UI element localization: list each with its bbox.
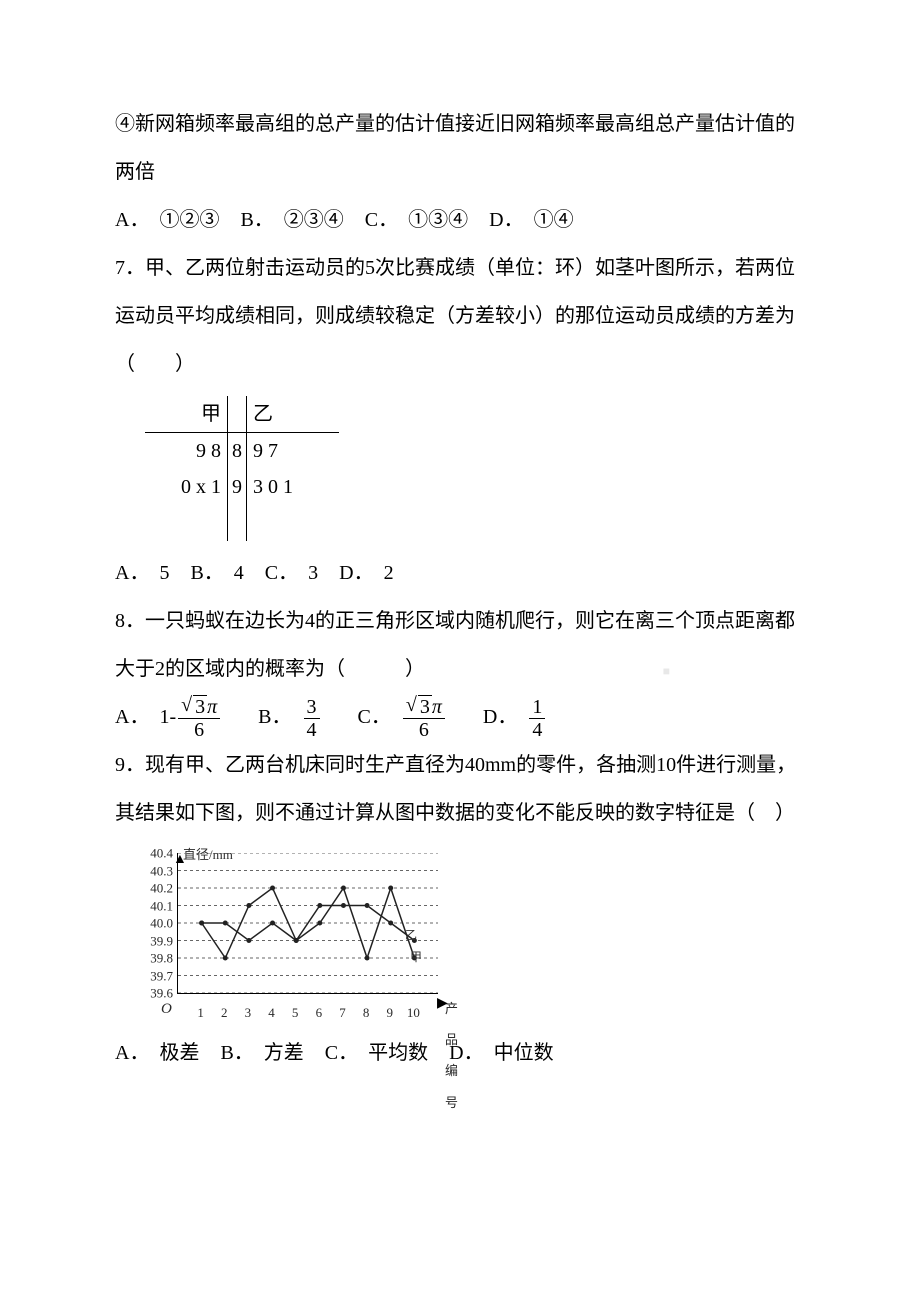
q7-options: A． 5 B． 4 C． 3 D． 2 (115, 549, 810, 597)
y-tick-label: 39.6 (125, 977, 173, 1008)
option-b-text: 方差 (264, 1042, 304, 1064)
label-c: C． (358, 706, 381, 728)
option-b: B． 4 (190, 562, 243, 584)
option-c-text: 3 (308, 562, 318, 584)
x-tick-label: 8 (363, 997, 370, 1028)
stemleaf-row1-left: 9 8 (145, 433, 228, 470)
label-a: A． (115, 209, 139, 231)
option-c-text: 平均数 (368, 1042, 428, 1064)
stemleaf-row1-stem: 8 (228, 433, 247, 470)
opt-d-num: 1 (529, 696, 545, 719)
option-d: D． ①④ (489, 209, 573, 231)
x-tick-label: 9 (386, 997, 393, 1028)
label-a: A． (115, 562, 139, 584)
plot-area (177, 853, 438, 994)
option-c-text: ①③④ (408, 209, 468, 231)
label-a: A． (115, 1042, 139, 1064)
x-tick-label: 3 (245, 997, 252, 1028)
option-a-text: 极差 (159, 1042, 199, 1064)
chart-svg (178, 853, 438, 993)
stemleaf-header-stem (228, 396, 247, 433)
option-d-text: 2 (384, 562, 394, 584)
label-d: D． (489, 209, 513, 231)
q9-body: 现有甲、乙两台机床同时生产直径为40mm的零件，各抽测10件进行测量，其结果如下… (115, 754, 796, 824)
q8-options: A． 1-3π6 B． 34 C． 3π6 D． 14 (115, 693, 810, 741)
q7-body: 甲、乙两位射击运动员的5次比赛成绩（单位：环）如茎叶图所示，若两位运动员平均成绩… (115, 257, 795, 375)
option-a-text: ①②③ (159, 209, 219, 231)
label-b: B． (190, 562, 213, 584)
series-label-yi: 乙 (405, 921, 417, 950)
q9-number: 9． (115, 754, 145, 776)
q8-text: 8．一只蚂蚁在边长为4的正三角形区域内随机爬行，则它在离三个顶点距离都大于2的区… (115, 597, 810, 693)
option-a: A． ①②③ (115, 209, 219, 231)
label-c: C． (325, 1042, 348, 1064)
statement-4: ④新网箱频率最高组的总产量的估计值接近旧网箱频率最高组总产量估计值的两倍 (115, 100, 810, 196)
label-c: C． (365, 209, 388, 231)
stemleaf-row1-right: 9 7 (247, 433, 340, 470)
stemleaf-row2-left: 0 x 1 (145, 469, 228, 505)
label-b: B． (258, 706, 281, 728)
option-b: B． 34 (258, 706, 326, 728)
option-d: D． 14 (483, 706, 547, 728)
q9-text: 9．现有甲、乙两台机床同时生产直径为40mm的零件，各抽测10件进行测量，其结果… (115, 741, 810, 837)
watermark-dot: ■ (663, 657, 670, 686)
stemleaf-header-right: 乙 (247, 396, 340, 433)
opt-d-den: 4 (529, 719, 545, 741)
option-a: A． 极差 (115, 1042, 199, 1064)
x-tick-label: 6 (316, 997, 323, 1028)
opt-c-den: 6 (403, 719, 445, 741)
option-b: B． ②③④ (240, 209, 343, 231)
x-tick-label: 5 (292, 997, 299, 1028)
label-d: D． (339, 562, 363, 584)
option-d: D． 2 (339, 562, 393, 584)
opt-b-den: 4 (304, 719, 320, 741)
label-b: B． (220, 1042, 243, 1064)
q7-number: 7． (115, 257, 145, 279)
q7-text: 7．甲、乙两位射击运动员的5次比赛成绩（单位：环）如茎叶图所示，若两位运动员平均… (115, 244, 810, 388)
x-axis-title: 产品编号 (445, 993, 465, 1118)
option-c: C． ①③④ (365, 209, 468, 231)
x-tick-label: 1 (197, 997, 204, 1028)
option-a-text: 5 (159, 562, 169, 584)
label-c: C． (265, 562, 288, 584)
stemleaf-header-left: 甲 (145, 396, 228, 433)
line-chart: ▲ ▶ 直径/mm O 产品编号 甲 乙 40.440.340.240.140.… (125, 843, 465, 1023)
option-c: C． 3 (265, 562, 318, 584)
option-b-text: 4 (234, 562, 244, 584)
x-tick-label: 4 (268, 997, 275, 1028)
option-d-text: ①④ (534, 209, 574, 231)
stem-leaf-plot: 甲 乙 9 8 8 9 7 0 x 1 9 3 0 1 (145, 396, 810, 541)
opt-a-prefix: 1- (159, 706, 176, 728)
opt-b-num: 3 (304, 696, 320, 719)
option-b: B． 方差 (220, 1042, 303, 1064)
document-page: ④新网箱频率最高组的总产量的估计值接近旧网箱频率最高组总产量估计值的两倍 A． … (0, 0, 920, 1302)
option-b-text: ②③④ (284, 209, 344, 231)
option-a: A． 1-3π6 (115, 706, 227, 728)
q8-body: 一只蚂蚁在边长为4的正三角形区域内随机爬行，则它在离三个顶点距离都大于2的区域内… (115, 610, 795, 680)
x-tick-label: 10 (407, 997, 420, 1028)
option-a: A． 5 (115, 562, 169, 584)
option-c: C． 3π6 (358, 706, 452, 728)
opt-a-den: 6 (178, 719, 220, 741)
label-a: A． (115, 706, 139, 728)
stemleaf-row2-right: 3 0 1 (247, 469, 340, 505)
x-tick-label: 2 (221, 997, 228, 1028)
label-d: D． (483, 706, 507, 728)
stemleaf-row2-stem: 9 (228, 469, 247, 505)
option-c: C． 平均数 (325, 1042, 428, 1064)
q6-options: A． ①②③ B． ②③④ C． ①③④ D． ①④ (115, 196, 810, 244)
label-b: B． (240, 209, 263, 231)
option-d-text: 中位数 (494, 1042, 554, 1064)
q8-number: 8． (115, 610, 145, 632)
x-tick-label: 7 (339, 997, 346, 1028)
